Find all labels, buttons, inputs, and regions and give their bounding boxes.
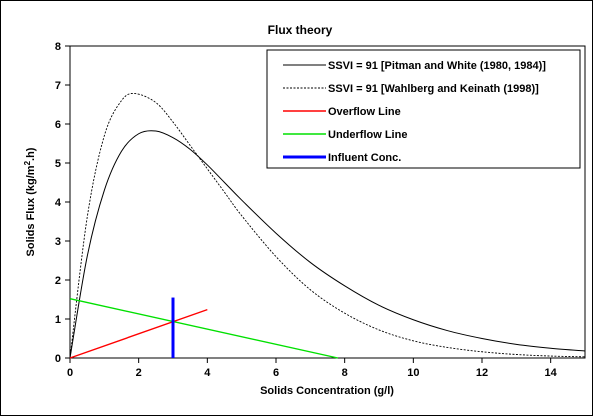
x-axis: 0 2 4 6 8 10 12 14	[67, 358, 558, 379]
legend-label-5: Influent Conc.	[328, 152, 401, 164]
chart-title: Flux theory	[268, 23, 333, 37]
legend-label-1: SSVI = 91 [Pitman and White (1980, 1984)…	[328, 60, 546, 72]
y-tick-label: 2	[55, 275, 61, 287]
y-tick-label: 8	[55, 41, 61, 53]
y-tick-label: 5	[55, 158, 61, 170]
y-axis-label-main: Solids Flux (kg/m	[25, 165, 37, 256]
y-tick-label: 0	[55, 353, 61, 365]
x-tick-label: 0	[67, 367, 73, 379]
legend-label-4: Underflow Line	[328, 129, 407, 141]
legend-box	[266, 49, 581, 169]
legend-label-2: SSVI = 91 [Wahlberg and Keinath (1998)]	[328, 83, 539, 95]
x-axis-label: Solids Concentration (g/l)	[260, 385, 394, 397]
x-tick-label: 10	[407, 367, 419, 379]
series-line-1	[69, 130, 586, 359]
y-axis: 0 1 2 3 4 5 6 7 8	[55, 41, 70, 365]
y-tick-label: 4	[55, 197, 62, 209]
x-tick-label: 2	[136, 367, 142, 379]
series-line-4	[69, 298, 338, 359]
y-tick-label: 3	[55, 236, 61, 248]
y-axis-label: Solids Flux (kg/m2.h)	[23, 147, 37, 256]
series-line-2	[69, 93, 586, 359]
x-tick-label: 6	[273, 367, 279, 379]
x-tick-label: 12	[476, 367, 488, 379]
series-line-3	[69, 308, 208, 359]
y-axis-label-end: .h)	[25, 147, 37, 161]
y-axis-label-superscript: 2	[23, 160, 32, 165]
y-tick-label: 7	[55, 80, 61, 92]
legend: SSVI = 91 [Pitman and White (1980, 1984)…	[266, 49, 581, 169]
y-tick-label: 1	[55, 314, 61, 326]
x-tick-label: 8	[342, 367, 348, 379]
y-tick-label: 6	[55, 119, 61, 131]
x-tick-label: 4	[204, 367, 211, 379]
legend-label-3: Overflow Line	[328, 106, 401, 118]
x-tick-label: 14	[545, 367, 558, 379]
series-layer	[69, 93, 586, 359]
